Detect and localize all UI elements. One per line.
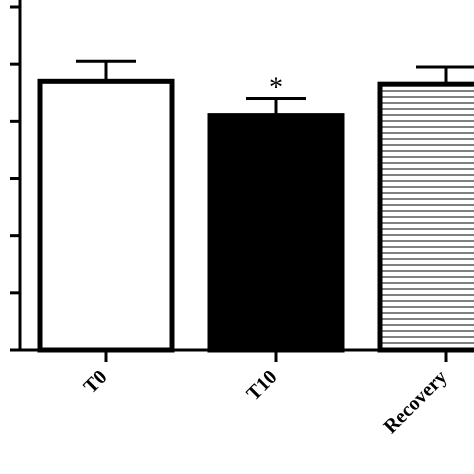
x-tick-label-recovery: Recovery xyxy=(379,366,451,438)
bar-t0 xyxy=(37,78,175,353)
significance-label: * xyxy=(269,72,283,103)
bar-t10 xyxy=(207,113,345,353)
bars xyxy=(37,59,474,353)
bar-recovery xyxy=(377,81,474,353)
x-tick-label-t0: T0 xyxy=(79,366,111,398)
x-tick-label-t10: T10 xyxy=(242,366,281,405)
